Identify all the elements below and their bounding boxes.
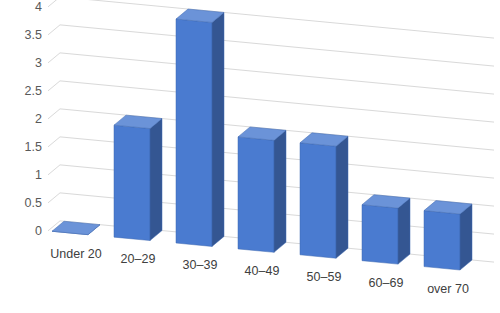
- x-tick-label: 50–59: [307, 270, 342, 284]
- y-tick-label: 2: [35, 112, 42, 126]
- x-tick-label: Under 20: [50, 247, 101, 261]
- bar: [52, 221, 100, 234]
- bar-side: [336, 136, 348, 258]
- bar-side: [212, 12, 224, 246]
- bar-front: [238, 137, 274, 252]
- x-tick-label: 40–49: [245, 264, 280, 278]
- bar-side: [398, 198, 410, 264]
- bar-side: [460, 204, 472, 270]
- bar-top: [238, 127, 286, 140]
- y-tick-label: 0.5: [25, 196, 42, 210]
- chart-container: 0 0.5 1 1.5 2 2.5 3 3.5 4 Under 20 20–29 30–39 40–49…: [0, 0, 500, 313]
- bar-top: [52, 221, 100, 234]
- bar: [362, 195, 410, 264]
- bar-front: [362, 205, 398, 264]
- bar: [424, 201, 472, 270]
- y-tick-label: 3.5: [25, 28, 42, 42]
- bar-front: [114, 125, 150, 240]
- grid-line: [48, 81, 494, 122]
- y-tick-label: 1.5: [25, 140, 42, 154]
- bar: [238, 127, 286, 252]
- bar-front: [176, 19, 212, 246]
- grid-line: [48, 53, 494, 94]
- chart-svg: 0 0.5 1 1.5 2 2.5 3 3.5 4 Under 20 20–29 30–39 40–49…: [0, 0, 500, 313]
- bars: [52, 9, 472, 270]
- bar-top: [176, 9, 224, 22]
- bar-top: [362, 195, 410, 208]
- y-tick-label: 4: [35, 0, 42, 14]
- y-tick-labels: 0 0.5 1 1.5 2 2.5 3 3.5 4: [25, 0, 42, 238]
- x-tick-labels: Under 20 20–29 30–39 40–49 50–59 60–69 over 70: [50, 247, 469, 296]
- bar: [300, 133, 348, 258]
- x-tick-label: 30–39: [183, 258, 218, 272]
- x-tick-label: over 70: [427, 282, 469, 296]
- bar-top: [424, 201, 472, 214]
- bar: [176, 9, 224, 246]
- bar-side: [150, 119, 162, 241]
- bar-side: [274, 130, 286, 252]
- bar-front: [424, 211, 460, 270]
- bar-top: [300, 133, 348, 146]
- bar-top: [114, 115, 162, 128]
- y-tick-label: 1: [35, 168, 42, 182]
- grid-line: [48, 0, 494, 38]
- x-tick-label: 20–29: [121, 252, 156, 266]
- grid-line: [48, 25, 494, 66]
- bar: [114, 115, 162, 240]
- y-tick-label: 3: [35, 56, 42, 70]
- x-tick-label: 60–69: [369, 276, 404, 290]
- y-tick-label: 0: [35, 224, 42, 238]
- bar-front: [300, 143, 336, 258]
- y-tick-label: 2.5: [25, 84, 42, 98]
